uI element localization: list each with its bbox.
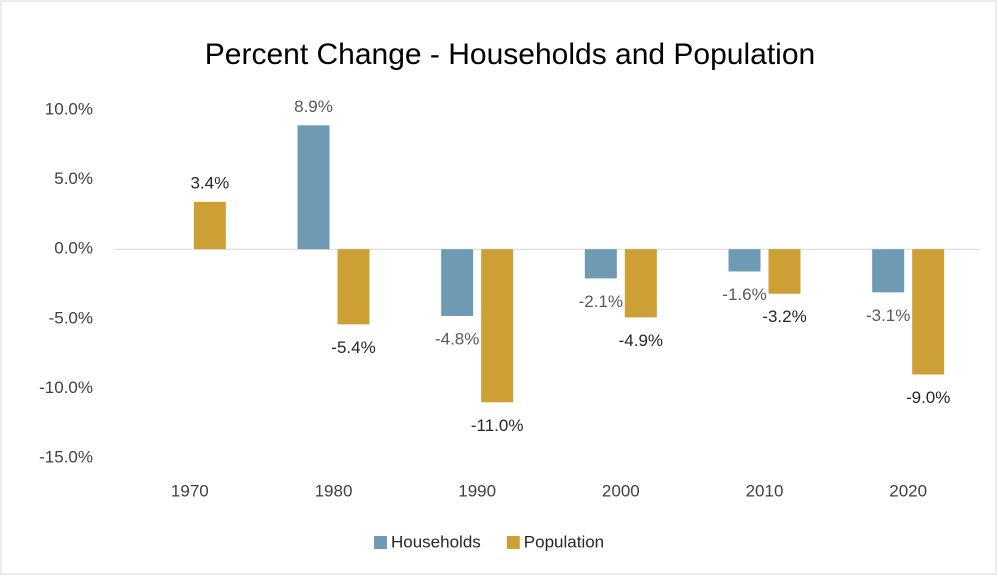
x-tick-label: 2000: [602, 481, 640, 500]
data-label: -11.0%: [471, 416, 524, 435]
y-tick-label: 10.0%: [45, 99, 93, 118]
x-tick-label: 1990: [458, 481, 496, 500]
data-label: -4.9%: [619, 331, 663, 350]
legend-label: Population: [524, 532, 604, 551]
bar: [912, 249, 945, 375]
y-tick-label: 5.0%: [54, 169, 93, 188]
data-label: -2.1%: [579, 292, 623, 311]
bar: [297, 125, 330, 250]
bar: [728, 249, 761, 272]
data-label: -9.0%: [906, 388, 950, 407]
bar: [337, 249, 370, 325]
x-tick-label: 2010: [746, 481, 784, 500]
data-label: -5.4%: [331, 338, 375, 357]
bar: [481, 249, 514, 403]
legend-swatch: [374, 536, 387, 549]
x-tick-label: 1970: [171, 481, 209, 500]
data-label: -4.8%: [435, 330, 479, 349]
bar: [624, 249, 657, 318]
data-label: 3.4%: [190, 173, 229, 192]
data-label: -1.6%: [722, 285, 766, 304]
y-tick-label: -15.0%: [39, 447, 93, 466]
y-tick-label: 0.0%: [54, 239, 93, 258]
data-label: 8.9%: [294, 97, 333, 116]
data-label: -3.1%: [866, 306, 910, 325]
data-label: -3.2%: [762, 307, 806, 326]
bar: [584, 249, 617, 279]
x-tick-label: 2020: [889, 481, 927, 500]
legend-label: Households: [391, 532, 481, 551]
bar: [193, 201, 226, 250]
y-tick-label: -5.0%: [49, 308, 93, 327]
chart-title: Percent Change - Households and Populati…: [205, 38, 815, 71]
bar: [441, 249, 474, 317]
bar: [872, 249, 905, 293]
legend-swatch: [506, 536, 520, 549]
x-tick-label: 1980: [315, 481, 353, 500]
bar: [768, 249, 801, 294]
y-tick-label: -10.0%: [39, 378, 93, 397]
